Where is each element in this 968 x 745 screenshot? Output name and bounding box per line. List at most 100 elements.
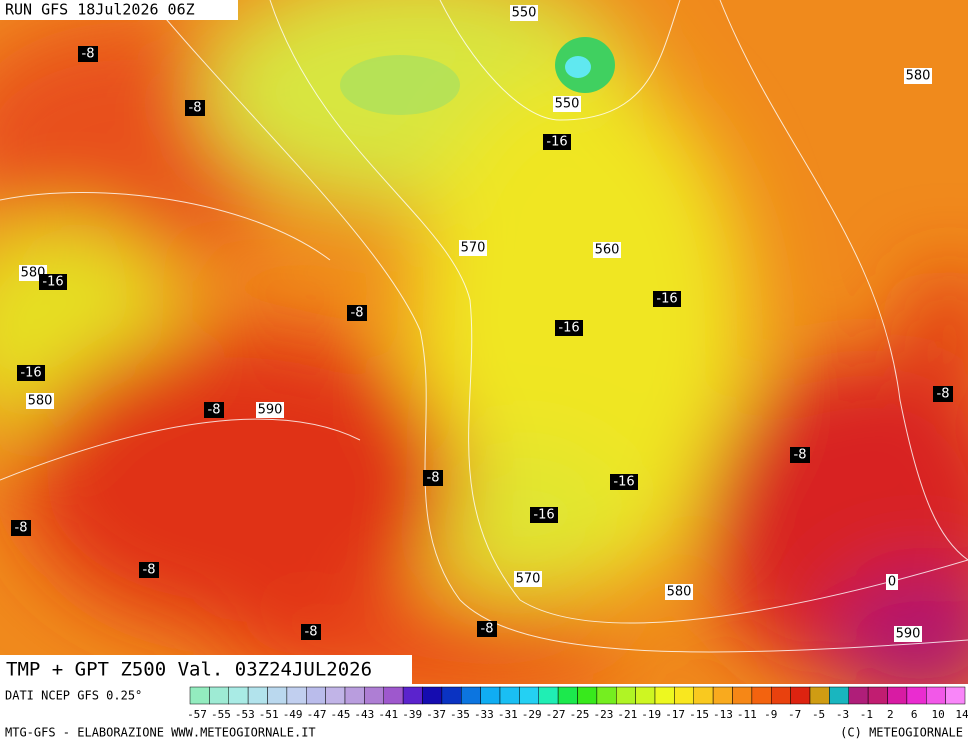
label-box [543, 134, 571, 150]
colorbar-label: -47 [307, 708, 327, 721]
label-box [204, 402, 224, 418]
source-label: DATI NCEP GFS 0.25° [5, 689, 142, 703]
label-box [593, 242, 621, 258]
label-box [301, 624, 321, 640]
colorbar-swatch [809, 686, 830, 705]
temperature-label: -8 [208, 403, 221, 418]
colorbar-label: -11 [737, 708, 757, 721]
label-box [894, 626, 922, 642]
temperature-label: -16 [533, 508, 554, 523]
colorbar-label: -9 [764, 708, 777, 721]
height-label: 580 [28, 394, 53, 409]
colorbar-swatch [712, 686, 733, 705]
colorbar-label: -55 [211, 708, 231, 721]
colorbar-label: -49 [283, 708, 303, 721]
temperature-label: -16 [20, 366, 41, 381]
colorbar-label: -35 [450, 708, 470, 721]
label-box [555, 320, 583, 336]
colorbar-swatch [848, 686, 869, 705]
label-box [477, 621, 497, 637]
label-box [665, 584, 693, 600]
height-label: 580 [667, 585, 692, 600]
colorbar-label: 2 [887, 708, 894, 721]
colorbar-label: 10 [931, 708, 944, 721]
temperature-label: -8 [82, 47, 95, 62]
run-box [0, 0, 238, 20]
colorbar-swatch [674, 686, 694, 705]
colorbar-label: -17 [665, 708, 685, 721]
temperature-label: -8 [794, 448, 807, 463]
temperature-label: -16 [613, 475, 634, 490]
colorbar-label: -27 [546, 708, 566, 721]
colorbar-label: 6 [911, 708, 918, 721]
height-label: 570 [461, 241, 486, 256]
label-box [423, 470, 443, 486]
temperature-label: -8 [143, 563, 156, 578]
colorbar-swatch [364, 686, 384, 705]
colorbar-swatch [228, 686, 249, 705]
height-label: 550 [555, 97, 580, 112]
label-box [11, 520, 31, 536]
colorbar-swatch [189, 686, 210, 705]
colorbar-label: -7 [788, 708, 801, 721]
colorbar-swatch [790, 686, 811, 705]
colorbar-label: 14 [955, 708, 968, 721]
temperature-label: -16 [656, 292, 677, 307]
colorbar-label: -15 [689, 708, 709, 721]
temperature-label: -8 [937, 387, 950, 402]
colorbar-swatch [616, 686, 636, 705]
colorbar-swatch [247, 686, 268, 705]
label-box [39, 274, 67, 290]
colorbar-swatch [557, 686, 578, 705]
colorbar-label: -33 [474, 708, 494, 721]
height-label: 590 [258, 403, 283, 418]
colorbar: -57 -55 -53 -51 -49 -47 -45 -43 -41 -39 -37 -35 -33-… [187, 686, 968, 721]
colorbar-label: -31 [498, 708, 518, 721]
height-label: 590 [896, 627, 921, 642]
height-label: 570 [516, 572, 541, 587]
colorbar-swatch [499, 686, 520, 705]
colorbar-label: -21 [617, 708, 637, 721]
colorbar-label: -43 [354, 708, 374, 721]
colorbar-label: -5 [812, 708, 825, 721]
colorbar-label: -13 [713, 708, 733, 721]
colorbar-swatch [422, 686, 443, 705]
colorbar-swatch [325, 686, 346, 705]
temperature-label: -16 [558, 321, 579, 336]
label-box [653, 291, 681, 307]
height-label: 580 [906, 69, 931, 84]
height-label: 0 [888, 575, 896, 590]
colorbar-swatch [344, 686, 365, 705]
label-box [139, 562, 159, 578]
temperature-label: -8 [351, 306, 364, 321]
label-box [347, 305, 367, 321]
colorbar-swatch [461, 686, 481, 705]
map-title: TMP + GPT Z500 Val. 03Z24JUL2026 [6, 659, 372, 681]
colorbar-label: -23 [593, 708, 613, 721]
colorbar-label: -29 [522, 708, 542, 721]
colorbar-label: -19 [641, 708, 661, 721]
colorbar-swatch [402, 686, 423, 705]
colorbar-swatch [596, 686, 617, 705]
colorbar-swatch [867, 686, 888, 705]
colorbar-label: -53 [235, 708, 255, 721]
temperature-label: -8 [481, 622, 494, 637]
colorbar-swatch [906, 686, 927, 705]
temperature-label: -16 [42, 275, 63, 290]
colorbar-swatch [383, 686, 404, 705]
label-box [933, 386, 953, 402]
label-box [610, 474, 638, 490]
colorbar-swatch [480, 686, 501, 705]
footer-right: (C) METEOGIORNALE [840, 726, 963, 740]
colorbar-swatch [945, 686, 966, 705]
colorbar-swatch [267, 686, 288, 705]
label-box [530, 507, 558, 523]
colorbar-swatch [887, 686, 908, 705]
label-box [256, 402, 284, 418]
colorbar-swatch [577, 686, 598, 705]
colorbar-label: -25 [570, 708, 590, 721]
colorbar-label: -39 [402, 708, 422, 721]
colorbar-swatch [926, 686, 946, 705]
